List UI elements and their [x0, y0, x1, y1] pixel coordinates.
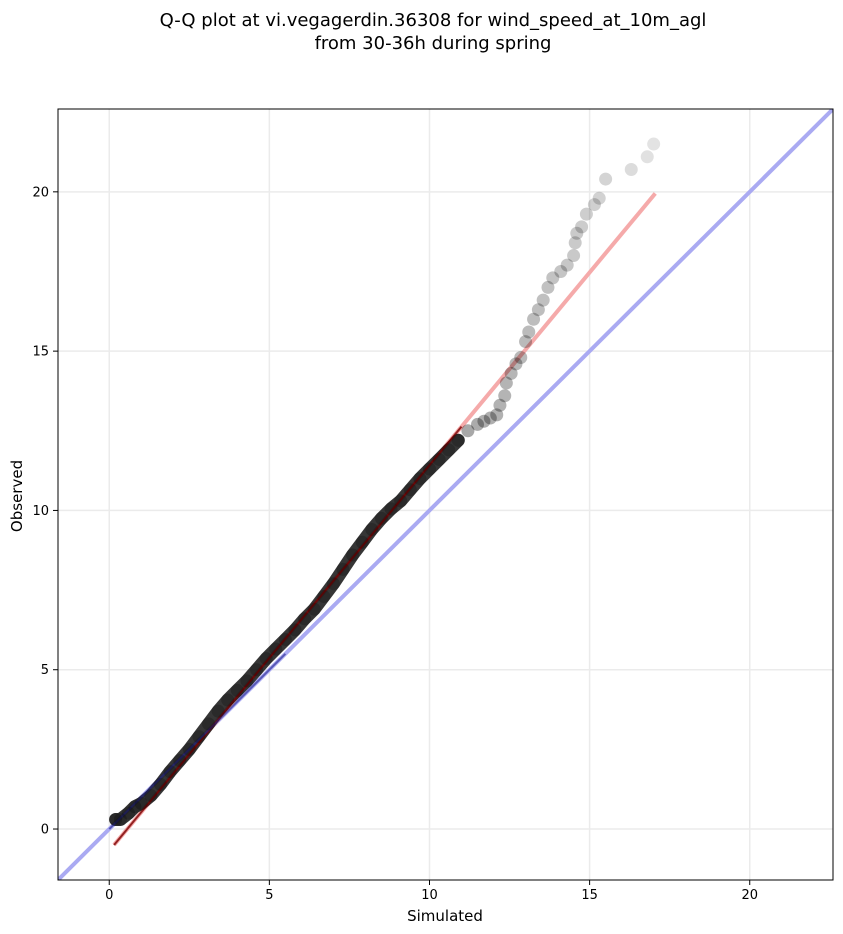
- data-point: [599, 172, 613, 186]
- data-point: [121, 806, 135, 820]
- data-point: [587, 198, 601, 212]
- data-point: [554, 264, 568, 278]
- data-point: [498, 389, 512, 403]
- data-point: [624, 163, 638, 177]
- data-point: [144, 789, 158, 803]
- fit-line-core: [113, 426, 463, 846]
- data-point: [346, 548, 360, 562]
- data-point: [269, 642, 283, 656]
- y-tick-label: 10: [32, 504, 49, 519]
- data-point: [640, 150, 654, 164]
- identity-line-core: [108, 653, 287, 830]
- data-point: [579, 207, 593, 221]
- data-point: [541, 280, 555, 294]
- plot-content: [58, 109, 833, 880]
- data-point: [451, 433, 465, 447]
- data-point: [432, 452, 446, 466]
- data-point: [109, 812, 123, 826]
- data-point: [211, 704, 225, 718]
- data-point: [413, 472, 427, 486]
- data-point: [499, 376, 513, 390]
- y-axis-label: Observed: [8, 460, 26, 532]
- x-tick-label: 10: [421, 888, 438, 903]
- x-tick-label: 20: [741, 888, 758, 903]
- data-point: [490, 408, 504, 422]
- data-point: [259, 652, 273, 666]
- data-point: [483, 411, 497, 425]
- data-point: [570, 226, 584, 240]
- data-point: [546, 271, 560, 285]
- y-tick-label: 20: [32, 185, 49, 200]
- plot-frame: [57, 108, 834, 881]
- data-point: [560, 258, 574, 272]
- data-point: [182, 742, 196, 756]
- data-point: [403, 483, 417, 497]
- data-point: [567, 249, 581, 263]
- data-point: [134, 797, 148, 811]
- data-point: [374, 511, 388, 525]
- data-point: [173, 754, 187, 768]
- x-tick-label: 0: [105, 888, 113, 903]
- data-point: [326, 577, 340, 591]
- chart-title-line-1: Q-Q plot at vi.vegagerdin.36308 for wind…: [160, 10, 707, 31]
- data-point: [493, 398, 507, 412]
- data-point: [522, 325, 536, 339]
- axis-ticks: 0 5 10 15 20 0 5 10 15 20: [32, 185, 758, 903]
- data-point: [471, 417, 485, 431]
- dense-quantile-trace: [109, 433, 465, 826]
- data-point: [394, 494, 408, 508]
- x-tick-label: 5: [265, 888, 273, 903]
- data-point: [128, 800, 142, 814]
- data-point: [519, 335, 533, 349]
- data-point: [592, 191, 606, 205]
- data-point: [355, 535, 369, 549]
- data-point: [575, 220, 589, 234]
- data-point: [307, 602, 321, 616]
- data-point: [504, 366, 518, 380]
- data-point: [647, 137, 661, 151]
- x-tick-label: 15: [581, 888, 598, 903]
- y-tick-label: 15: [32, 345, 49, 360]
- y-tick-label: 0: [41, 823, 49, 838]
- data-point: [509, 357, 523, 371]
- grid: [58, 109, 833, 880]
- data-point: [568, 236, 582, 250]
- data-point: [240, 674, 254, 688]
- data-point: [442, 443, 456, 457]
- chart-title-line-2: from 30-36h during spring: [315, 33, 552, 54]
- data-point: [113, 812, 127, 826]
- data-point: [153, 777, 167, 791]
- data-point: [317, 589, 331, 603]
- data-point: [527, 312, 541, 326]
- data-point: [250, 663, 264, 677]
- data-point: [461, 424, 475, 438]
- data-point: [536, 293, 550, 307]
- data-point: [336, 562, 350, 576]
- data-point: [221, 693, 235, 707]
- data-point: [278, 632, 292, 646]
- data-point: [288, 623, 302, 637]
- data-point: [477, 414, 491, 428]
- data-point: [298, 612, 312, 626]
- data-point: [163, 765, 177, 779]
- data-point: [192, 730, 206, 744]
- x-axis-label: Simulated: [407, 907, 483, 925]
- data-point: [422, 462, 436, 476]
- y-tick-label: 5: [41, 663, 49, 678]
- data-point: [384, 502, 398, 516]
- plot-area: [58, 109, 833, 880]
- data-point: [230, 683, 244, 697]
- data-point: [514, 351, 528, 365]
- data-point: [365, 523, 379, 537]
- data-point: [531, 303, 545, 317]
- data-point: [202, 717, 216, 731]
